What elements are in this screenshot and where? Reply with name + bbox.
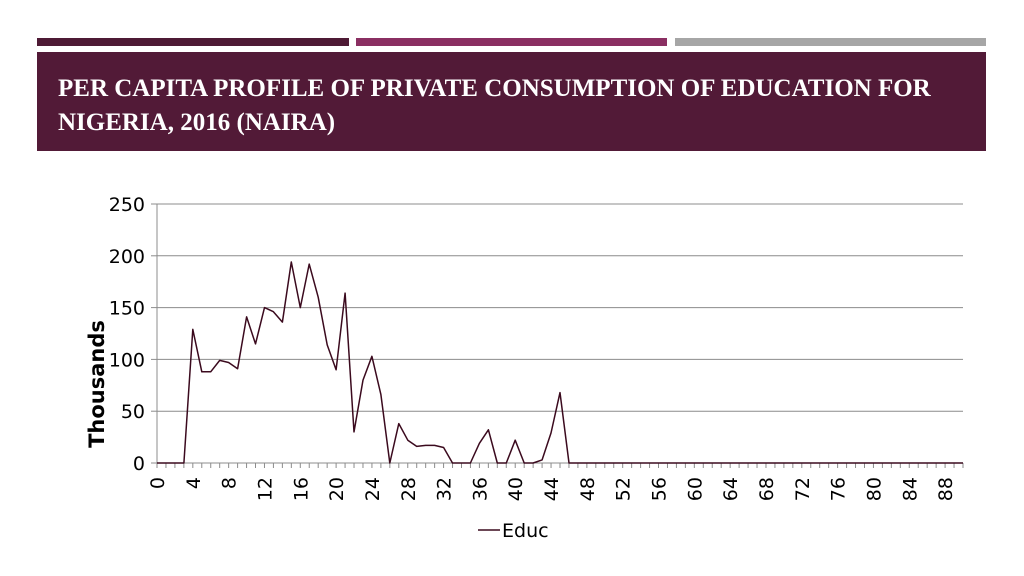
gridlines — [151, 203, 963, 464]
legend-label-educ: Educ — [502, 520, 549, 542]
x-tick-label: 88 — [935, 477, 957, 501]
y-tick-label: 200 — [109, 246, 145, 268]
x-tick-label: 68 — [756, 477, 778, 501]
y-tick-label: 0 — [133, 453, 145, 475]
x-tick-label: 52 — [613, 477, 635, 501]
y-tick-labels: 0 50 100 150 200 250 — [109, 194, 145, 475]
x-tick-label: 44 — [541, 477, 563, 501]
series-lines — [157, 261, 963, 464]
x-tick-labels: 0 4 8 12 16 20 24 28 32 36 40 44 48 52 56 60 64 68 72 76 80 8… — [147, 477, 957, 501]
x-tick-label: 32 — [434, 477, 456, 501]
x-tick-label: 48 — [577, 477, 599, 501]
x-tick-label: 60 — [684, 477, 706, 501]
x-tick-label: 72 — [792, 477, 814, 501]
x-tick-label: 8 — [219, 477, 241, 489]
accent-bar-magenta — [356, 38, 667, 46]
y-tick-label: 50 — [121, 401, 145, 423]
x-tick-label: 84 — [899, 477, 921, 501]
x-tick-label: 36 — [469, 477, 491, 501]
x-tick-label: 16 — [290, 477, 312, 501]
axes — [156, 204, 964, 468]
y-tick-label: 100 — [109, 349, 145, 371]
y-axis-label: Thousands — [85, 320, 109, 448]
x-tick-label: 20 — [326, 477, 348, 501]
slide-title: PER CAPITA PROFILE OF PRIVATE CONSUMPTIO… — [58, 75, 931, 136]
title-banner: PER CAPITA PROFILE OF PRIVATE CONSUMPTIO… — [37, 52, 986, 151]
series-line-educ — [157, 261, 963, 464]
x-tick-label: 40 — [505, 477, 527, 501]
y-tick-label: 250 — [109, 194, 145, 216]
accent-bar-dark — [37, 38, 349, 46]
x-tick-label: 12 — [254, 477, 276, 501]
x-tick-label: 28 — [398, 477, 420, 501]
x-tick-label: 4 — [183, 477, 205, 489]
x-tick-label: 24 — [362, 477, 384, 501]
legend: Educ — [478, 520, 549, 542]
y-tick-label: 150 — [109, 298, 145, 320]
accent-bar-gray — [675, 38, 986, 46]
x-tick-label: 80 — [863, 477, 885, 501]
x-tick-label: 56 — [649, 477, 671, 501]
x-tick-label: 64 — [720, 477, 742, 501]
x-tick-label: 76 — [828, 477, 850, 501]
x-tick-label: 0 — [147, 477, 169, 489]
